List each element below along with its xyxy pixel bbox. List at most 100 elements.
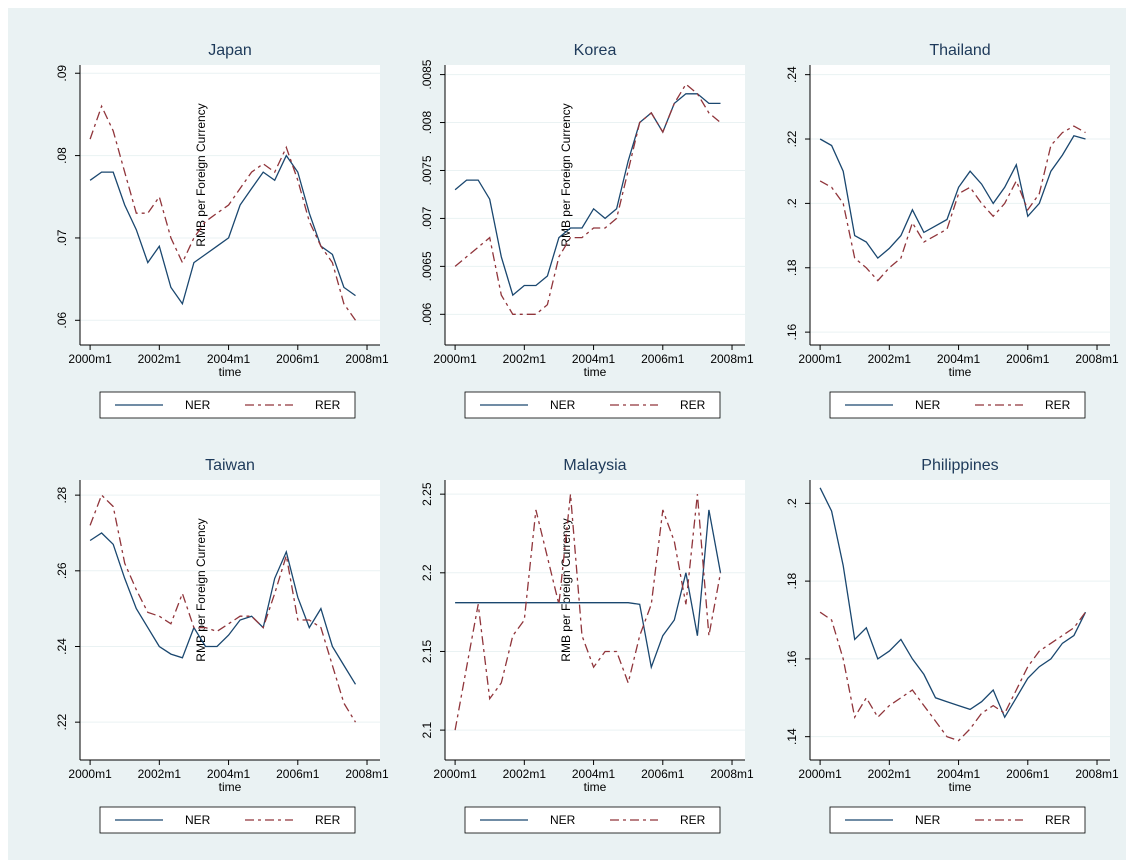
y-tick-label: .0075 <box>420 155 434 185</box>
series-line <box>819 135 1086 260</box>
y-tick-label: .28 <box>55 486 69 503</box>
legend-label: NER <box>550 813 576 827</box>
x-tick-label: 2004m1 <box>937 767 981 781</box>
series-line <box>455 509 722 670</box>
panel-title: Japan <box>208 42 252 59</box>
legend-label: NER <box>915 813 941 827</box>
series-line <box>454 83 721 315</box>
x-tick-label: 2002m1 <box>138 352 182 366</box>
y-axis-label: RMB per Foreign Currency <box>194 103 208 246</box>
x-tick-label: 2002m1 <box>868 352 912 366</box>
plot-area <box>80 480 380 760</box>
x-tick-label: 2002m1 <box>138 767 182 781</box>
x-tick-label: 2006m1 <box>276 352 320 366</box>
x-tick-label: 2002m1 <box>503 352 547 366</box>
y-tick-label: 2.1 <box>420 721 434 738</box>
x-tick-label: 2000m1 <box>68 352 112 366</box>
x-tick-label: 2004m1 <box>937 352 981 366</box>
x-tick-label: 2002m1 <box>868 767 912 781</box>
panel-title: Taiwan <box>205 457 255 474</box>
x-axis-label: time <box>219 365 242 379</box>
x-tick-label: 2008m1 <box>710 767 754 781</box>
x-tick-label: 2004m1 <box>572 767 616 781</box>
y-axis-label: RMB per Foreign Currency <box>194 518 208 661</box>
y-tick-label: .26 <box>55 562 69 579</box>
x-tick-label: 2006m1 <box>641 767 685 781</box>
panel-title: Thailand <box>929 42 990 59</box>
x-tick-label: 2008m1 <box>1075 352 1119 366</box>
legend-label: NER <box>185 813 211 827</box>
series-line <box>454 494 722 731</box>
series-line <box>89 532 357 685</box>
y-tick-label: .007 <box>420 206 434 230</box>
y-axis-label: RMB per Foreign Currency <box>559 103 573 246</box>
y-tick-label: .08 <box>55 147 69 164</box>
y-tick-label: .18 <box>785 259 799 276</box>
y-tick-label: 2.2 <box>420 564 434 581</box>
y-tick-label: .06 <box>55 312 69 329</box>
x-tick-label: 2006m1 <box>1006 352 1050 366</box>
x-tick-label: 2000m1 <box>68 767 112 781</box>
legend-label: RER <box>680 813 706 827</box>
x-tick-label: 2004m1 <box>207 767 251 781</box>
x-tick-label: 2008m1 <box>710 352 754 366</box>
series-line <box>89 493 357 723</box>
legend-label: NER <box>550 398 576 412</box>
y-tick-label: .07 <box>55 229 69 246</box>
x-tick-label: 2004m1 <box>207 352 251 366</box>
y-tick-label: .16 <box>785 323 799 340</box>
legend-label: NER <box>185 398 211 412</box>
y-tick-label: 2.25 <box>420 482 434 506</box>
y-tick-label: .09 <box>55 65 69 82</box>
y-tick-label: .16 <box>785 650 799 667</box>
y-tick-label: .24 <box>785 66 799 83</box>
y-tick-label: .18 <box>785 572 799 589</box>
x-tick-label: 2006m1 <box>641 352 685 366</box>
y-tick-label: .006 <box>420 302 434 326</box>
legend-label: RER <box>1045 813 1071 827</box>
x-tick-label: 2000m1 <box>433 767 477 781</box>
series-line <box>819 611 1087 742</box>
legend-label: RER <box>1045 398 1071 412</box>
series-line <box>89 104 357 321</box>
plot-area <box>445 65 745 345</box>
x-tick-label: 2006m1 <box>276 767 320 781</box>
y-tick-label: .2 <box>785 498 799 508</box>
y-tick-label: .008 <box>420 111 434 135</box>
legend-label: RER <box>315 813 341 827</box>
series-line <box>819 125 1086 282</box>
x-tick-label: 2006m1 <box>1006 767 1050 781</box>
x-tick-label: 2000m1 <box>433 352 477 366</box>
plot-area <box>810 65 1110 345</box>
y-axis-label: RMB per Foreign Currency <box>559 518 573 661</box>
y-tick-label: .24 <box>55 638 69 655</box>
x-tick-label: 2008m1 <box>345 767 389 781</box>
series-line <box>89 154 356 306</box>
plot-area <box>80 65 380 345</box>
x-tick-label: 2004m1 <box>572 352 616 366</box>
x-tick-label: 2008m1 <box>345 352 389 366</box>
y-tick-label: .2 <box>785 198 799 208</box>
y-tick-label: .0065 <box>420 251 434 281</box>
x-tick-label: 2002m1 <box>503 767 547 781</box>
panel-title: Korea <box>574 42 617 59</box>
legend-label: RER <box>315 398 341 412</box>
y-tick-label: .22 <box>785 130 799 147</box>
y-tick-label: .0085 <box>420 59 434 89</box>
x-tick-label: 2000m1 <box>798 352 842 366</box>
y-tick-label: 2.15 <box>420 639 434 663</box>
x-axis-label: time <box>584 365 607 379</box>
series-line <box>819 487 1087 719</box>
x-tick-label: 2008m1 <box>1075 767 1119 781</box>
legend-label: RER <box>680 398 706 412</box>
panel-title: Malaysia <box>563 457 626 474</box>
x-axis-label: time <box>949 365 972 379</box>
legend-label: NER <box>915 398 941 412</box>
x-axis-label: time <box>219 780 242 794</box>
y-tick-label: .14 <box>785 728 799 745</box>
series-line <box>454 93 721 297</box>
x-tick-label: 2000m1 <box>798 767 842 781</box>
plot-area <box>810 480 1110 760</box>
